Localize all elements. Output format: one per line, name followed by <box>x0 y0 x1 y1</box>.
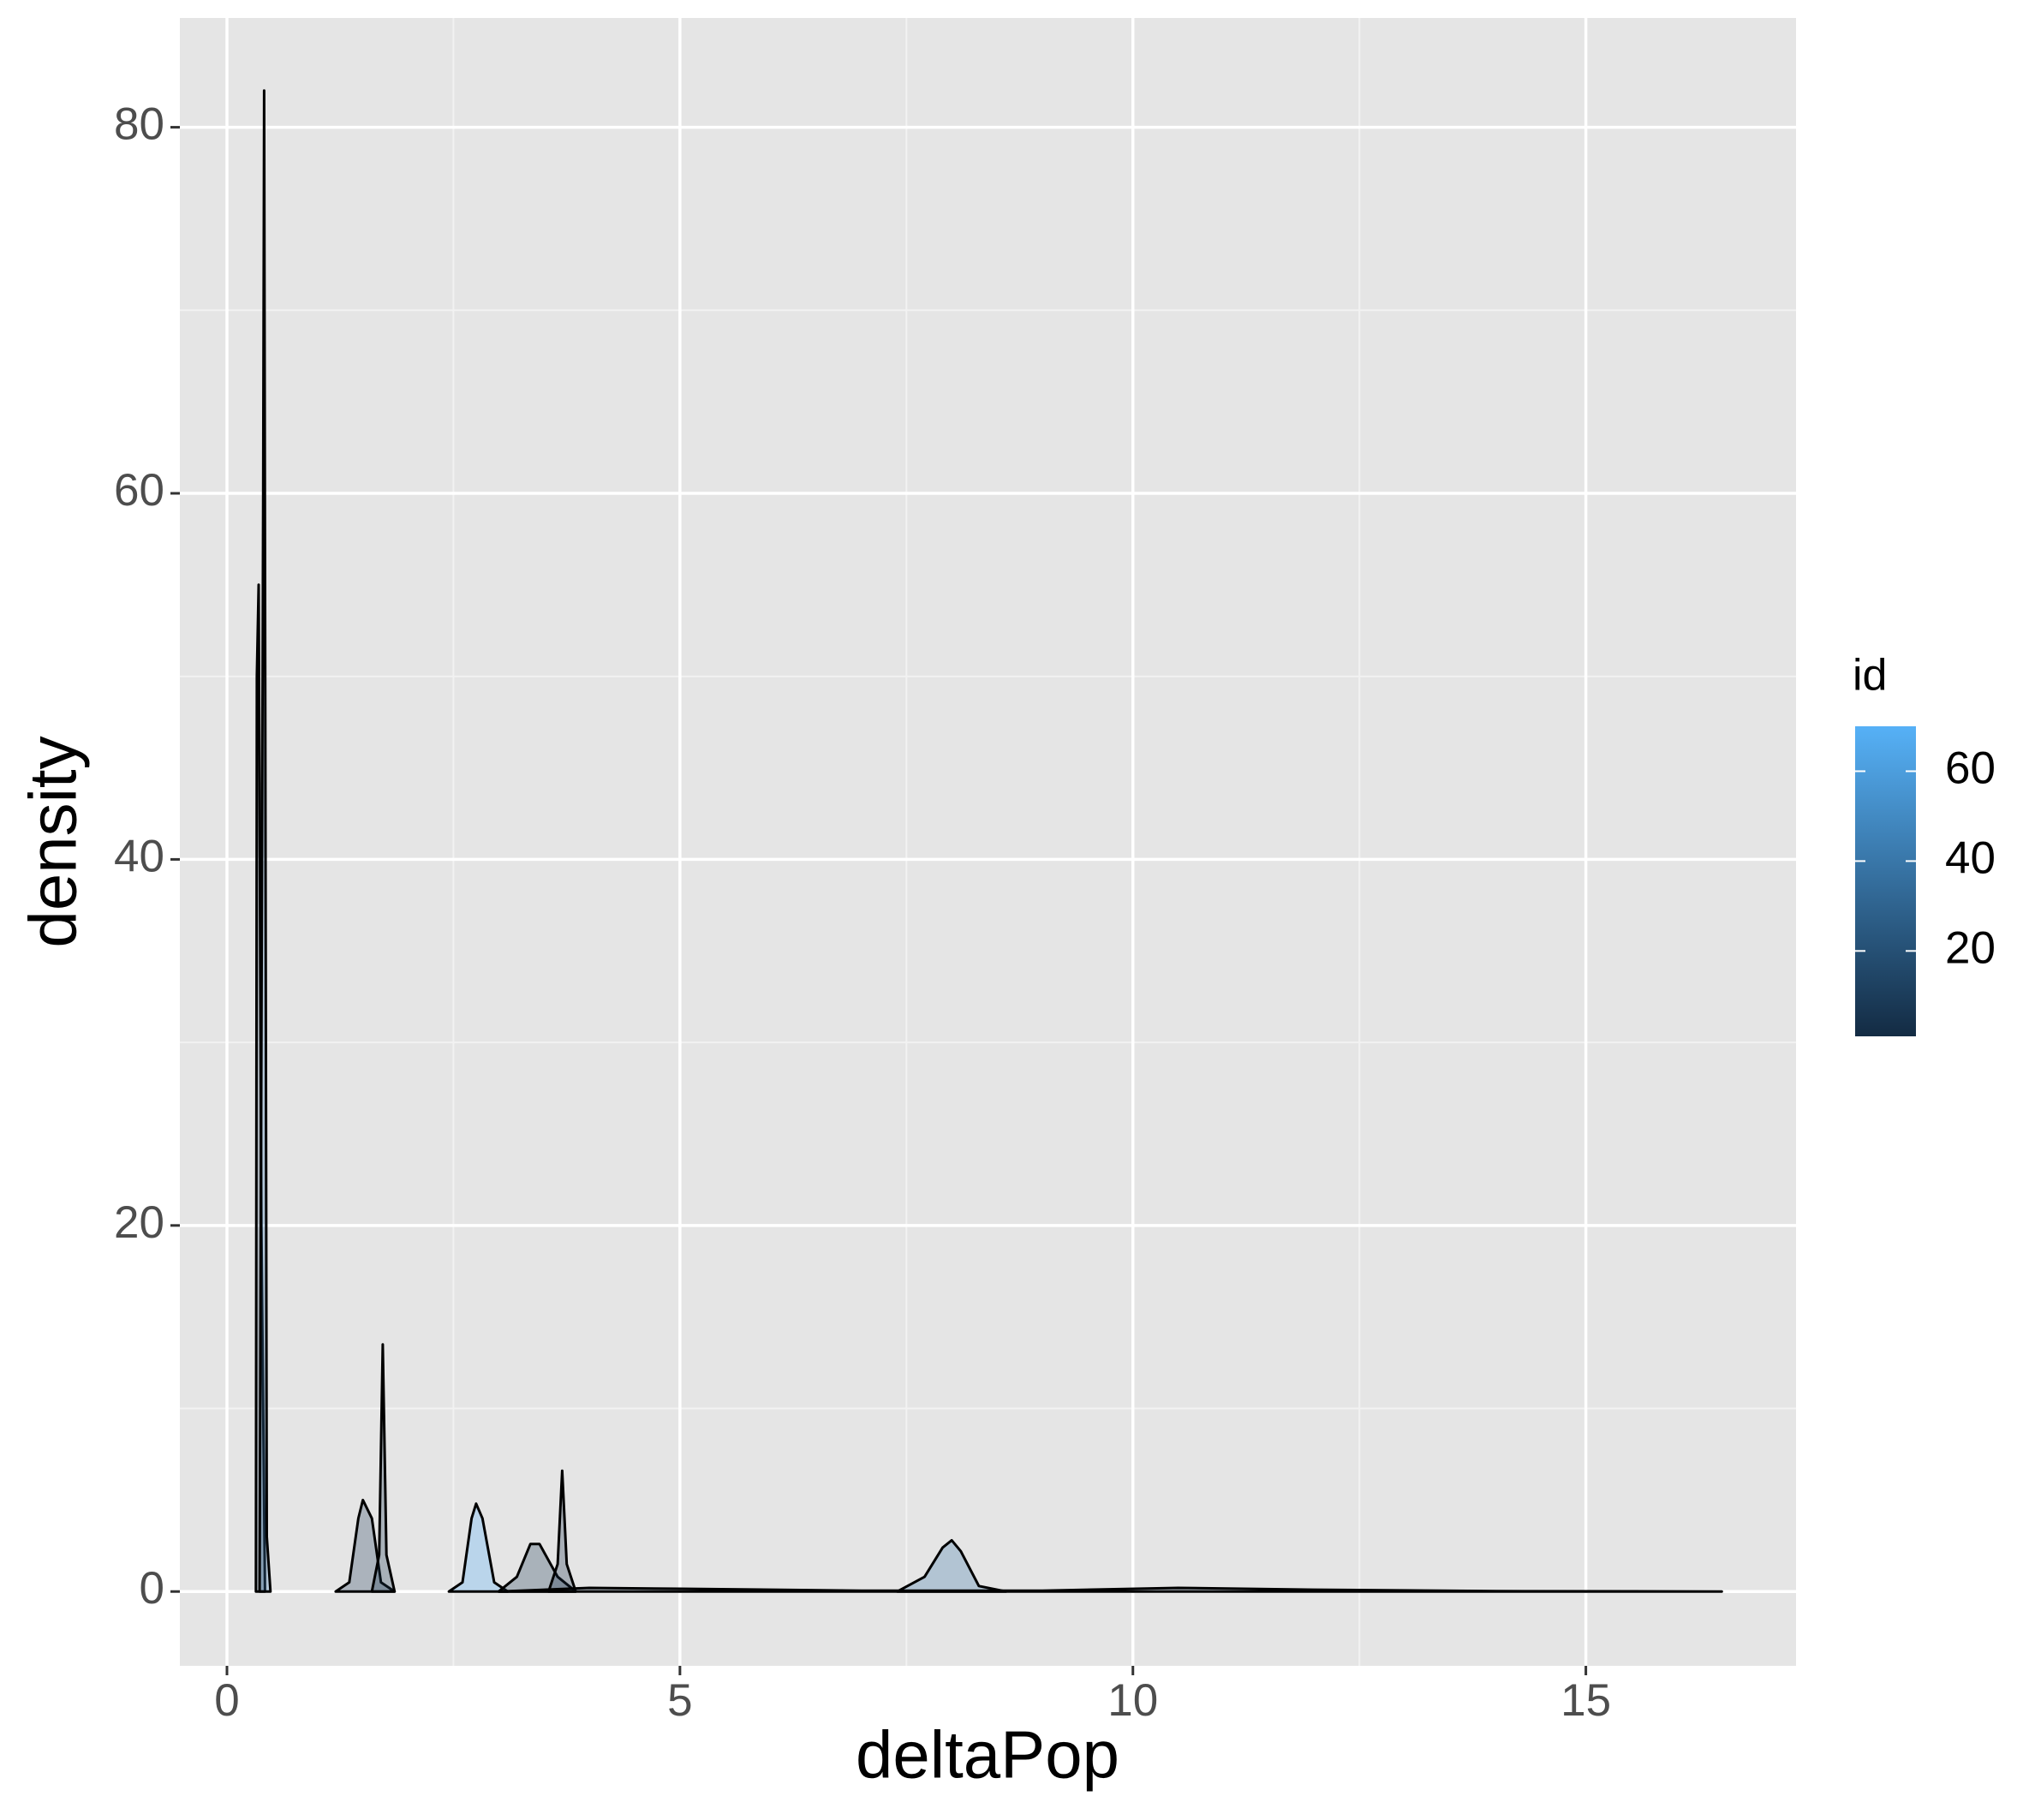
y-tick-label: 60 <box>114 465 164 516</box>
panel <box>180 18 1796 1666</box>
x-tick-label: 5 <box>667 1675 692 1726</box>
x-tick-label: 10 <box>1107 1675 1158 1726</box>
colorbar <box>1855 726 1916 1036</box>
legend-tick-label: 60 <box>1945 743 1996 793</box>
y-tick-label: 80 <box>114 99 164 150</box>
y-tick-label: 0 <box>140 1563 164 1614</box>
x-axis-title: deltaPop <box>856 1717 1119 1793</box>
y-axis-title: density <box>15 736 91 947</box>
density-area <box>258 89 272 1593</box>
x-tick-label: 0 <box>214 1675 239 1726</box>
x-tick-label: 15 <box>1561 1675 1611 1726</box>
legend-tick-label: 20 <box>1945 922 1996 973</box>
density-area <box>370 1343 397 1593</box>
density-area <box>497 1586 1723 1593</box>
y-tick-label: 20 <box>114 1197 164 1248</box>
legend-tick-label: 40 <box>1945 832 1996 883</box>
legend-title: id <box>1853 651 1887 701</box>
density-area <box>447 1502 510 1593</box>
density-area <box>334 1498 397 1593</box>
y-tick-label: 40 <box>114 831 164 881</box>
